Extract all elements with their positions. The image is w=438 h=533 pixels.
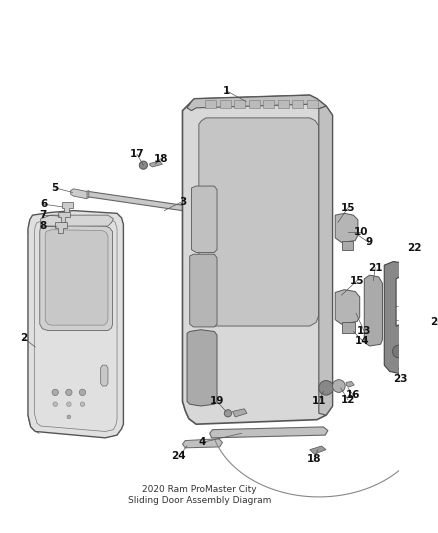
Text: 2020 Ram ProMaster City
Sliding Door Assembly Diagram: 2020 Ram ProMaster City Sliding Door Ass… bbox=[128, 486, 272, 505]
Polygon shape bbox=[41, 215, 113, 226]
Polygon shape bbox=[335, 213, 358, 243]
Polygon shape bbox=[364, 275, 382, 346]
Text: 23: 23 bbox=[393, 374, 408, 384]
Polygon shape bbox=[40, 225, 113, 330]
Text: 2: 2 bbox=[20, 333, 27, 343]
Text: 11: 11 bbox=[311, 397, 326, 407]
Polygon shape bbox=[183, 439, 223, 448]
Polygon shape bbox=[307, 100, 318, 108]
Circle shape bbox=[332, 379, 345, 392]
Circle shape bbox=[224, 410, 232, 417]
Polygon shape bbox=[342, 240, 353, 249]
Polygon shape bbox=[28, 211, 124, 438]
Polygon shape bbox=[319, 106, 332, 415]
Polygon shape bbox=[85, 191, 89, 198]
Polygon shape bbox=[183, 95, 332, 424]
Polygon shape bbox=[187, 95, 326, 111]
Polygon shape bbox=[249, 100, 260, 108]
Circle shape bbox=[66, 389, 72, 395]
Text: 7: 7 bbox=[39, 210, 46, 220]
Polygon shape bbox=[335, 289, 360, 324]
Text: 10: 10 bbox=[353, 227, 368, 237]
Text: 6: 6 bbox=[41, 199, 48, 209]
Text: 9: 9 bbox=[365, 237, 372, 247]
Text: 19: 19 bbox=[210, 397, 224, 407]
Text: 15: 15 bbox=[341, 203, 355, 213]
Text: 13: 13 bbox=[357, 327, 371, 336]
Circle shape bbox=[67, 415, 71, 419]
Polygon shape bbox=[310, 446, 326, 454]
Polygon shape bbox=[87, 191, 202, 213]
Polygon shape bbox=[58, 212, 70, 222]
Polygon shape bbox=[45, 230, 108, 325]
Text: 20: 20 bbox=[430, 317, 438, 327]
Circle shape bbox=[139, 161, 148, 169]
Text: 24: 24 bbox=[172, 451, 186, 461]
Polygon shape bbox=[210, 427, 328, 438]
Text: 14: 14 bbox=[355, 336, 370, 345]
Polygon shape bbox=[62, 203, 74, 213]
Circle shape bbox=[53, 402, 57, 407]
Text: 5: 5 bbox=[52, 183, 59, 193]
Polygon shape bbox=[187, 330, 217, 406]
Text: 8: 8 bbox=[39, 221, 46, 231]
Polygon shape bbox=[384, 262, 414, 374]
Polygon shape bbox=[205, 100, 216, 108]
Polygon shape bbox=[278, 100, 289, 108]
Text: 4: 4 bbox=[199, 438, 206, 447]
Polygon shape bbox=[234, 100, 245, 108]
Circle shape bbox=[67, 402, 71, 407]
Text: 18: 18 bbox=[307, 454, 321, 464]
Polygon shape bbox=[71, 189, 87, 199]
Polygon shape bbox=[199, 118, 319, 326]
Polygon shape bbox=[342, 322, 355, 333]
Circle shape bbox=[392, 345, 405, 358]
Polygon shape bbox=[55, 222, 67, 233]
Polygon shape bbox=[233, 409, 247, 417]
Polygon shape bbox=[190, 254, 217, 327]
Polygon shape bbox=[150, 161, 162, 167]
Text: 15: 15 bbox=[350, 276, 364, 286]
Polygon shape bbox=[293, 100, 304, 108]
Circle shape bbox=[80, 402, 85, 407]
Text: 18: 18 bbox=[153, 154, 168, 164]
Text: 12: 12 bbox=[341, 394, 355, 405]
Text: 1: 1 bbox=[223, 86, 230, 95]
Text: 21: 21 bbox=[368, 263, 382, 273]
Text: 17: 17 bbox=[130, 149, 145, 159]
Text: 3: 3 bbox=[179, 197, 186, 206]
Circle shape bbox=[52, 389, 58, 395]
Circle shape bbox=[319, 381, 333, 395]
Polygon shape bbox=[417, 288, 431, 351]
Polygon shape bbox=[263, 100, 274, 108]
Polygon shape bbox=[220, 100, 231, 108]
Circle shape bbox=[405, 254, 415, 264]
Text: 16: 16 bbox=[346, 390, 360, 400]
Text: 22: 22 bbox=[407, 243, 421, 253]
Polygon shape bbox=[191, 186, 217, 253]
Polygon shape bbox=[346, 382, 354, 387]
Polygon shape bbox=[101, 365, 108, 386]
Circle shape bbox=[79, 389, 86, 395]
